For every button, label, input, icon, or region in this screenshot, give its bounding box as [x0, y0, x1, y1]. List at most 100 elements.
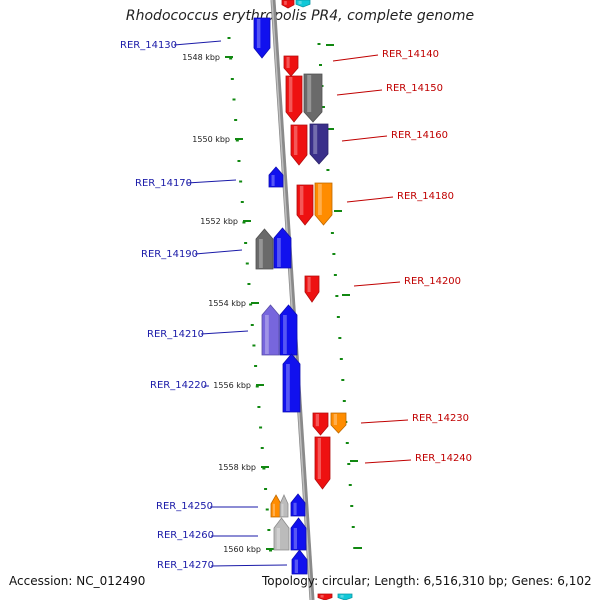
gene-edge-bottom-cyan-highlight — [340, 595, 344, 598]
gene-rer-14230-highlight — [315, 414, 319, 427]
gene-label-rer-14130[interactable]: RER_14130 — [120, 40, 177, 51]
gene-rer-14130-highlight — [256, 19, 261, 48]
gene-rer-14150-partner-body — [303, 73, 323, 123]
gene-edge-top-cyan[interactable] — [295, 0, 311, 8]
gene-rer-14150-partner[interactable] — [303, 73, 323, 123]
gene-label-rer-14150[interactable]: RER_14150 — [386, 83, 443, 94]
gene-label-rer-14200-leader-line — [353, 281, 401, 287]
gene-rer-14190-highlight — [277, 238, 281, 267]
gene-rer-14160-partner[interactable] — [309, 123, 329, 165]
genome-backbone-line — [270, 0, 315, 600]
gene-label-rer-14160-leader-line — [341, 135, 388, 142]
gene-rer-14180-partner-highlight — [318, 184, 322, 215]
gene-label-rer-14230-leader-line — [360, 419, 409, 424]
gene-rer-14140[interactable] — [283, 55, 299, 77]
gene-features — [253, 0, 353, 600]
gene-rer-14160[interactable] — [290, 124, 308, 166]
kbp-label: 1548 kbp — [182, 53, 220, 62]
gene-label-rer-14190-leader-line — [194, 249, 243, 255]
gene-edge-top-red-body — [281, 0, 295, 9]
gene-edge-top-cyan-highlight — [298, 1, 302, 5]
gene-rer-14260-partner-highlight — [276, 528, 280, 549]
gene-rer-14250-gray-highlight — [281, 503, 284, 516]
gene-rer-14210-partner-body — [261, 304, 280, 356]
gene-rer-14240-body — [314, 436, 331, 490]
kbp-label: 1550 kbp — [192, 135, 230, 144]
gene-rer-14160-highlight — [293, 126, 298, 155]
gene-edge-bottom-cyan[interactable] — [337, 593, 353, 600]
gene-rer-14270[interactable] — [291, 549, 308, 575]
genome-title: Rhodococcus erythropolis PR4, complete g… — [125, 8, 475, 24]
gene-rer-14230-body — [312, 412, 329, 436]
gene-rer-14250-orange[interactable] — [270, 494, 282, 518]
kbp-label: 1554 kbp — [208, 299, 246, 308]
gene-label-rer-14250[interactable]: RER_14250 — [156, 501, 213, 512]
gene-rer-14230[interactable] — [312, 412, 329, 436]
gene-rer-14210-partner[interactable] — [261, 304, 280, 356]
gene-rer-14210-body — [279, 304, 298, 356]
gene-rer-14250-highlight — [293, 502, 297, 515]
gene-label-rer-14130-leader-line — [173, 40, 222, 46]
gene-rer-14180-partner[interactable] — [314, 182, 333, 226]
topology-text: Topology: circular; Length: 6,516,310 bp… — [262, 574, 592, 588]
gene-label-rer-14150-leader-line — [336, 89, 383, 96]
gene-label-rer-14240-leader-line — [364, 459, 412, 464]
gene-label-rer-14210[interactable]: RER_14210 — [147, 329, 204, 340]
gene-rer-14200[interactable] — [304, 275, 320, 303]
gene-edge-bottom-red-body — [317, 593, 333, 600]
gene-label-rer-14200[interactable]: RER_14200 — [404, 276, 461, 287]
gene-rer-14260-partner[interactable] — [273, 517, 290, 551]
gene-label-rer-14260[interactable]: RER_14260 — [157, 530, 214, 541]
gene-rer-14250[interactable] — [290, 493, 306, 517]
gene-rer-14240[interactable] — [314, 436, 331, 490]
gene-rer-14180-partner-body — [314, 182, 333, 226]
gene-label-rer-14270-leader-line — [210, 564, 288, 567]
gene-rer-14230-partner[interactable] — [330, 412, 347, 434]
gene-rer-14230-partner-highlight — [333, 414, 337, 425]
gene-label-rer-14270[interactable]: RER_14270 — [157, 560, 214, 571]
gene-label-rer-14230[interactable]: RER_14230 — [412, 413, 469, 424]
gene-rer-14150-partner-highlight — [307, 75, 312, 112]
gene-edge-bottom-red-highlight — [320, 595, 324, 598]
gene-rer-14250-gray-body — [279, 494, 289, 518]
gene-label-rer-14240[interactable]: RER_14240 — [415, 453, 472, 464]
gene-rer-14210[interactable] — [279, 304, 298, 356]
kbp-label: 1552 kbp — [200, 217, 238, 226]
gene-label-rer-14140[interactable]: RER_14140 — [382, 49, 439, 60]
gene-rer-14190-partner-highlight — [259, 239, 263, 268]
gene-rer-14260-body — [290, 517, 307, 551]
gene-rer-14240-highlight — [317, 438, 321, 479]
gene-rer-14140-highlight — [286, 57, 290, 68]
gene-label-rer-14220[interactable]: RER_14220 — [150, 380, 207, 391]
gene-rer-14170-body — [268, 166, 284, 188]
gene-rer-14190[interactable] — [273, 227, 292, 269]
gene-rer-14190-partner[interactable] — [255, 228, 274, 270]
gene-rer-14140-body — [283, 55, 299, 77]
accession-text: Accession: NC_012490 — [9, 574, 146, 588]
gene-rer-14160-partner-highlight — [313, 125, 318, 154]
gene-rer-14220-highlight — [286, 364, 290, 411]
tick-marks: 1548 kbp 1550 kbp 1552 kbp 1554 kbp 1556 kbp… — [182, 37, 362, 554]
gene-rer-14170[interactable] — [268, 166, 284, 188]
gene-labels: RER_14130 RER_14170 RER_14190 RER_14210 RER_… — [120, 40, 472, 571]
gene-rer-14180[interactable] — [296, 184, 314, 226]
gene-rer-14130[interactable] — [253, 17, 271, 59]
gene-edge-top-red[interactable] — [281, 0, 295, 9]
gene-label-rer-14160[interactable]: RER_14160 — [391, 130, 448, 141]
gene-label-rer-14170[interactable]: RER_14170 — [135, 178, 192, 189]
gene-rer-14250-gray[interactable] — [279, 494, 289, 518]
gene-rer-14180-highlight — [299, 186, 304, 215]
genome-backbone-highlight — [271, 0, 312, 600]
gene-rer-14220-body — [282, 353, 301, 413]
gene-label-rer-14180[interactable]: RER_14180 — [397, 191, 454, 202]
gene-label-rer-14190[interactable]: RER_14190 — [141, 249, 198, 260]
gene-rer-14250-orange-body — [270, 494, 282, 518]
gene-rer-14260[interactable] — [290, 517, 307, 551]
gene-rer-14220[interactable] — [282, 353, 301, 413]
gene-edge-bottom-red[interactable] — [317, 593, 333, 600]
gene-label-rer-14180-leader-line — [346, 196, 394, 203]
gene-rer-14150[interactable] — [285, 75, 303, 123]
gene-rer-14200-body — [304, 275, 320, 303]
